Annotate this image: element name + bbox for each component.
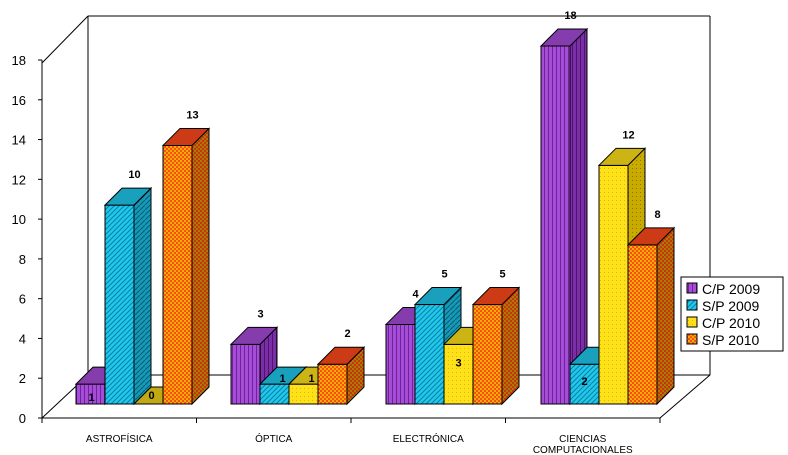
bar-front-face (230, 343, 261, 405)
bar (539, 27, 589, 406)
bar-front-face (472, 304, 503, 405)
x-category-label: ELECTRÓNICA (393, 432, 464, 445)
data-label: 4 (412, 288, 419, 300)
bars (74, 27, 676, 406)
bar-side-face (501, 286, 520, 406)
data-label: 5 (441, 269, 447, 281)
y-tick-label: 6 (19, 292, 26, 307)
bar-top-face (413, 287, 463, 306)
bar-front-face (414, 304, 445, 405)
legend-item: C/P 2009 (686, 281, 760, 297)
bar (161, 127, 211, 406)
y-tick-label: 18 (12, 53, 26, 68)
data-label: 8 (654, 209, 660, 221)
legend-label: C/P 2010 (702, 315, 760, 331)
bar (626, 226, 676, 406)
bar-front-face (259, 383, 290, 405)
data-label: 3 (455, 357, 461, 369)
x-category-label: ÓPTICA (255, 432, 293, 445)
x-category-label: COMPUTACIONALES (533, 445, 633, 455)
bar-side-face (191, 127, 210, 406)
bar-top-face (597, 147, 647, 166)
bar (103, 186, 153, 406)
y-tick-label: 16 (12, 93, 26, 108)
data-label: 5 (499, 269, 505, 281)
x-category-label: ASTROFÍSICA (86, 432, 153, 445)
bar-front-face (540, 45, 571, 405)
data-label: 2 (581, 376, 587, 388)
legend-swatch (686, 333, 698, 345)
data-label: 3 (257, 308, 263, 320)
data-label: 13 (186, 109, 198, 121)
bar-front-face (569, 363, 600, 405)
bar-front-face (385, 323, 416, 405)
data-label: 1 (279, 373, 285, 385)
bar-front-face (162, 144, 193, 405)
bar (471, 286, 521, 406)
legend-label: S/P 2010 (702, 332, 760, 348)
bar-front-face (104, 204, 135, 405)
legend-swatch (686, 299, 698, 311)
data-label: 1 (308, 373, 314, 385)
legend-swatch (686, 316, 698, 328)
y-tick-label: 2 (19, 371, 26, 386)
bar-top-face (229, 326, 279, 345)
data-label: 1 (88, 392, 94, 404)
bar-front-face (317, 363, 348, 405)
floor-right-edge (659, 374, 711, 419)
y-tick-label: 8 (19, 252, 26, 267)
bar-front-face (627, 244, 658, 405)
bar-top-face (161, 127, 211, 146)
data-label: 0 (148, 390, 154, 402)
legend-box (680, 276, 784, 352)
y-tick-label: 12 (12, 172, 26, 187)
y-tick-label: 10 (12, 212, 26, 227)
y-tick-label: 4 (19, 331, 26, 346)
data-label: 2 (344, 328, 350, 340)
bar-top-face (539, 28, 589, 47)
y-tick-label: 14 (12, 133, 26, 148)
x-category-label: CIENCIAS (559, 434, 607, 445)
data-label: 10 (128, 169, 140, 181)
legend-label: C/P 2009 (702, 281, 760, 297)
bar-top-face (626, 227, 676, 246)
bar-front-face (443, 343, 474, 405)
bar-top-face (103, 187, 153, 206)
bar-front-face (288, 383, 319, 405)
data-label: 18 (564, 10, 576, 22)
data-label: 12 (622, 129, 634, 141)
bar-side-face (569, 27, 588, 406)
bar-side-face (133, 186, 152, 406)
bar-side-face (656, 226, 675, 406)
legend-label: S/P 2009 (702, 298, 760, 314)
bar-front-face (598, 164, 629, 405)
x-axis: ASTROFÍSICA ÓPTICA ELECTRÓNICA CIENCIASCOMP… (41, 418, 661, 455)
bar-top-face (471, 287, 521, 306)
y-tick-label: 0 (19, 411, 26, 426)
bar-top-face (316, 346, 366, 365)
bar (316, 346, 366, 406)
left-wall-top-edge (41, 15, 89, 64)
legend-item: S/P 2009 (686, 298, 760, 314)
legend-swatch (686, 282, 698, 294)
legend-item: C/P 2010 (686, 315, 760, 331)
legend-item: S/P 2010 (686, 332, 760, 348)
y-axis: 0 2 4 6 8 10 12 14 16 18 (12, 53, 42, 426)
